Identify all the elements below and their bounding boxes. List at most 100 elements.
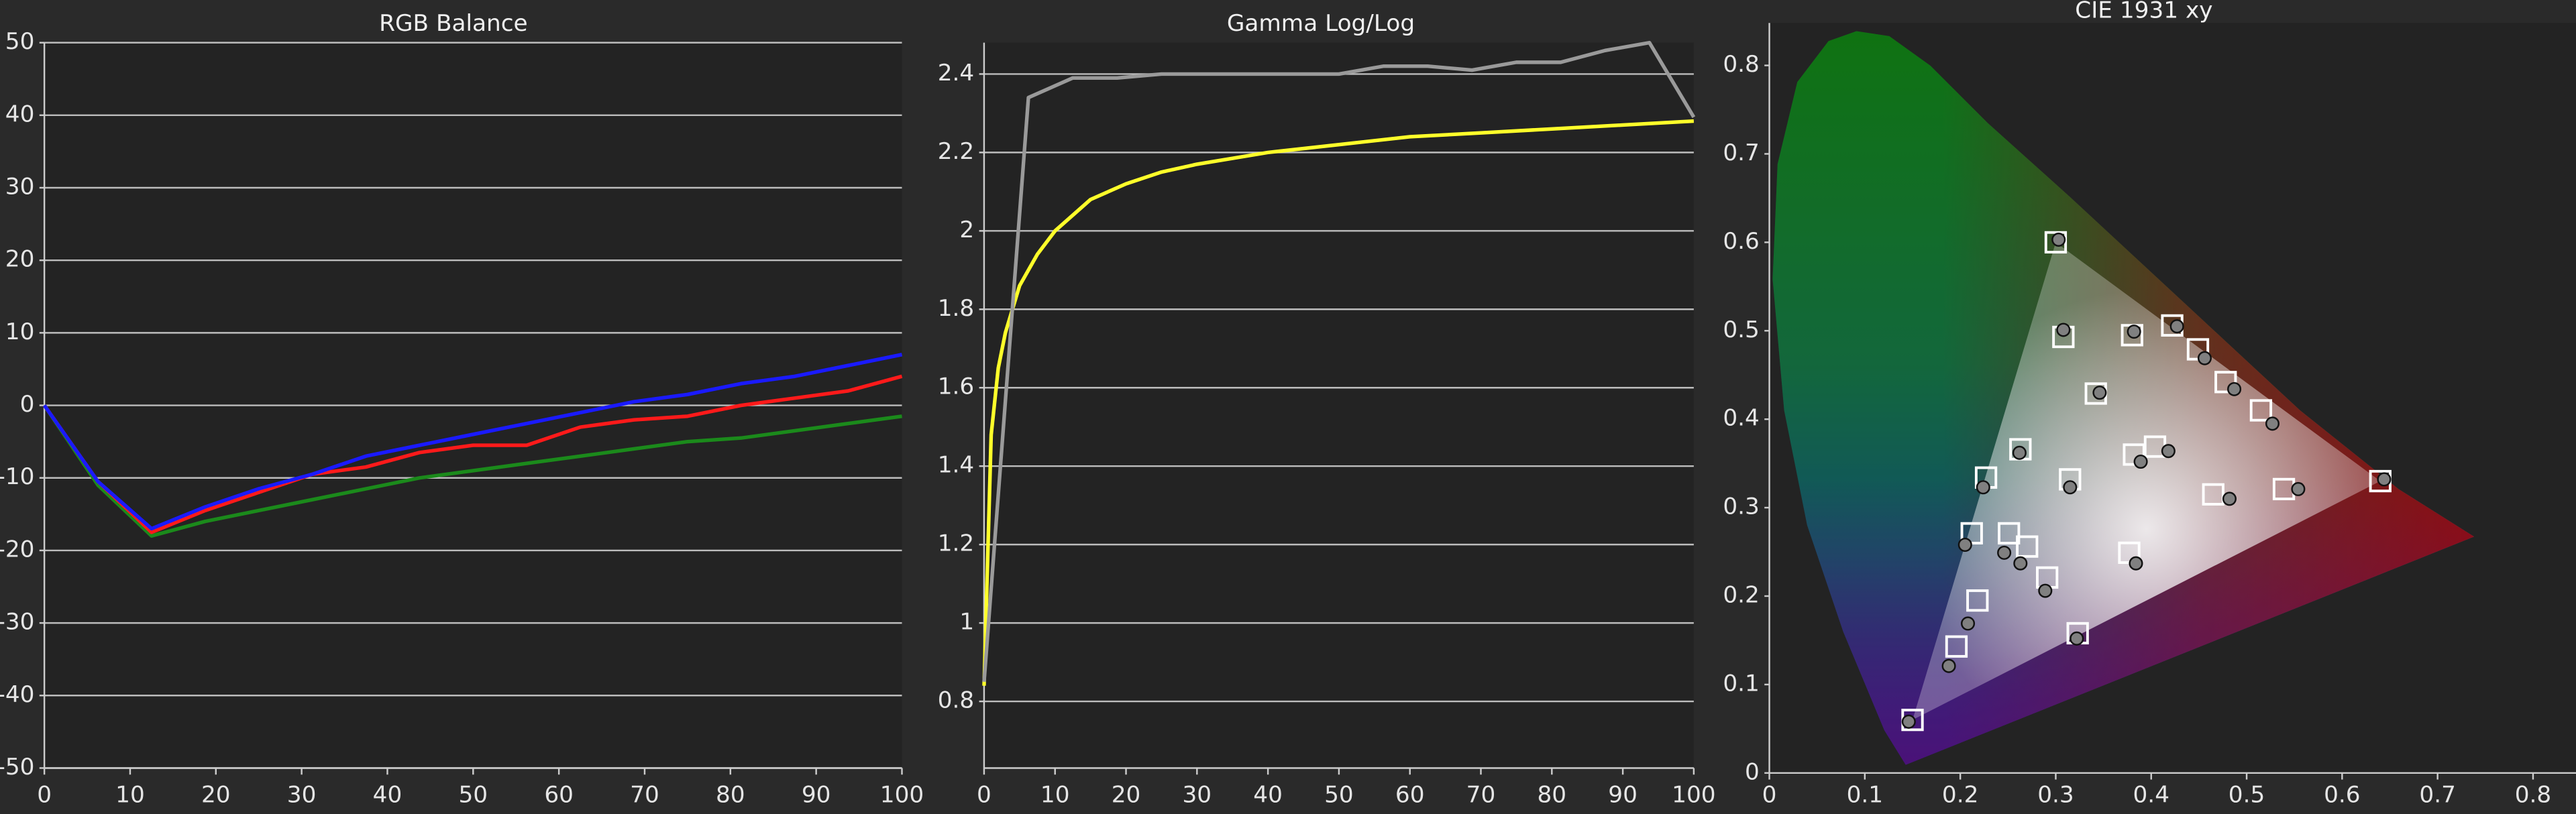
- measured-point: [2377, 472, 2392, 487]
- x-tick-label: 80: [716, 782, 745, 809]
- y-tick-label: 1: [959, 609, 974, 636]
- measured-point: [2092, 386, 2107, 400]
- y-tick-label: 50: [5, 28, 35, 55]
- y-tick-label: 1.2: [938, 530, 975, 557]
- measured-point: [1901, 714, 1916, 729]
- y-tick-label: 20: [5, 246, 35, 273]
- y-tick-label: 10: [5, 318, 35, 345]
- y-tick-label: 0.7: [1723, 139, 1760, 166]
- series-line: [982, 119, 1695, 686]
- target-square: [2044, 231, 2068, 254]
- target-square: [2016, 535, 2039, 558]
- target-square: [1945, 635, 1968, 658]
- measured-point: [1961, 616, 1976, 631]
- measured-point: [2038, 583, 2053, 598]
- series-line: [42, 353, 903, 531]
- y-tick-label: 2: [959, 217, 974, 243]
- y-tick-label: -50: [0, 754, 34, 780]
- measured-point: [2222, 491, 2237, 506]
- x-tick-label: 30: [1183, 782, 1212, 809]
- x-tick-label: 0: [977, 782, 991, 809]
- y-tick-label: 1.8: [938, 295, 975, 322]
- measured-point: [2197, 351, 2212, 365]
- measured-point: [2012, 445, 2027, 460]
- measured-point: [2161, 444, 2176, 459]
- x-tick-label: 70: [1466, 782, 1496, 809]
- x-tick-label: 100: [1672, 782, 1715, 809]
- y-tick-label: 0.4: [1723, 405, 1760, 432]
- y-tick-label: 2.2: [938, 138, 975, 165]
- measured-point: [2227, 382, 2242, 396]
- x-tick-label: 10: [115, 782, 145, 809]
- measured-point: [2169, 319, 2184, 334]
- x-tick-label: 80: [1537, 782, 1566, 809]
- x-tick-label: 70: [630, 782, 659, 809]
- x-tick-label: 0.1: [1847, 782, 1884, 809]
- measured-point: [2070, 631, 2084, 646]
- x-tick-label: 0.6: [2324, 782, 2361, 809]
- x-tick-label: 0.3: [2037, 782, 2074, 809]
- y-tick-label: 0.8: [1723, 51, 1760, 78]
- y-tick-label: -40: [0, 681, 34, 708]
- x-tick-label: 10: [1040, 782, 1070, 809]
- target-square: [2202, 483, 2224, 506]
- measured-point: [2133, 454, 2148, 469]
- measured-point: [2051, 232, 2066, 247]
- y-tick-label: 0: [1745, 758, 1760, 785]
- y-tick-label: 0.5: [1723, 316, 1760, 343]
- target-square: [2249, 399, 2273, 422]
- y-tick-label: 0.8: [938, 687, 975, 714]
- x-tick-label: 0.8: [2515, 782, 2552, 809]
- x-tick-label: 20: [1112, 782, 1141, 809]
- measured-point: [1976, 480, 1990, 495]
- target-square: [2214, 371, 2237, 394]
- x-tick-label: 90: [802, 782, 831, 809]
- y-tick-label: 40: [5, 101, 35, 127]
- series-line: [982, 40, 1696, 683]
- series-line: [42, 404, 902, 538]
- measured-point: [1941, 658, 1956, 673]
- x-tick-label: 60: [1395, 782, 1425, 809]
- y-tick-label: -30: [0, 609, 34, 636]
- measured-point: [2127, 325, 2141, 339]
- y-tick-label: 1.4: [938, 452, 975, 479]
- y-tick-label: -20: [0, 536, 34, 563]
- chart-title: Gamma Log/Log: [1227, 10, 1415, 37]
- x-tick-label: 40: [1253, 782, 1283, 809]
- x-tick-label: 50: [458, 782, 488, 809]
- target-square: [1998, 522, 2021, 544]
- x-tick-label: 60: [544, 782, 574, 809]
- y-tick-label: 0.1: [1723, 670, 1760, 697]
- chart-title: RGB Balance: [379, 10, 527, 37]
- measured-point: [2265, 416, 2280, 431]
- measured-point: [2063, 480, 2078, 495]
- x-tick-label: 50: [1324, 782, 1354, 809]
- x-tick-label: 0: [1762, 782, 1777, 809]
- x-tick-label: 40: [373, 782, 402, 809]
- y-tick-label: 0.6: [1723, 228, 1760, 255]
- x-tick-label: 0.5: [2229, 782, 2265, 809]
- x-tick-label: 90: [1608, 782, 1638, 809]
- plot-area: [983, 42, 1694, 768]
- y-tick-label: 1.6: [938, 373, 975, 400]
- y-tick-label: 0: [20, 391, 35, 418]
- y-tick-label: -10: [0, 463, 34, 490]
- x-tick-label: 0.7: [2419, 782, 2456, 809]
- measured-point: [2056, 323, 2071, 337]
- chart-title: CIE 1931 xy: [2075, 0, 2212, 24]
- target-square: [1966, 589, 1989, 612]
- gamut-highlight: [1913, 242, 2381, 720]
- x-tick-label: 0.2: [1942, 782, 1979, 809]
- measured-point: [1997, 545, 2012, 560]
- x-tick-label: 0.4: [2133, 782, 2169, 809]
- x-tick-label: 20: [201, 782, 231, 809]
- y-tick-label: 30: [5, 174, 35, 200]
- x-tick-label: 100: [880, 782, 924, 809]
- series-line: [42, 374, 903, 534]
- measured-point: [2013, 556, 2028, 571]
- y-tick-label: 0.3: [1723, 493, 1760, 520]
- measured-point: [2129, 556, 2143, 571]
- x-tick-label: 30: [287, 782, 317, 809]
